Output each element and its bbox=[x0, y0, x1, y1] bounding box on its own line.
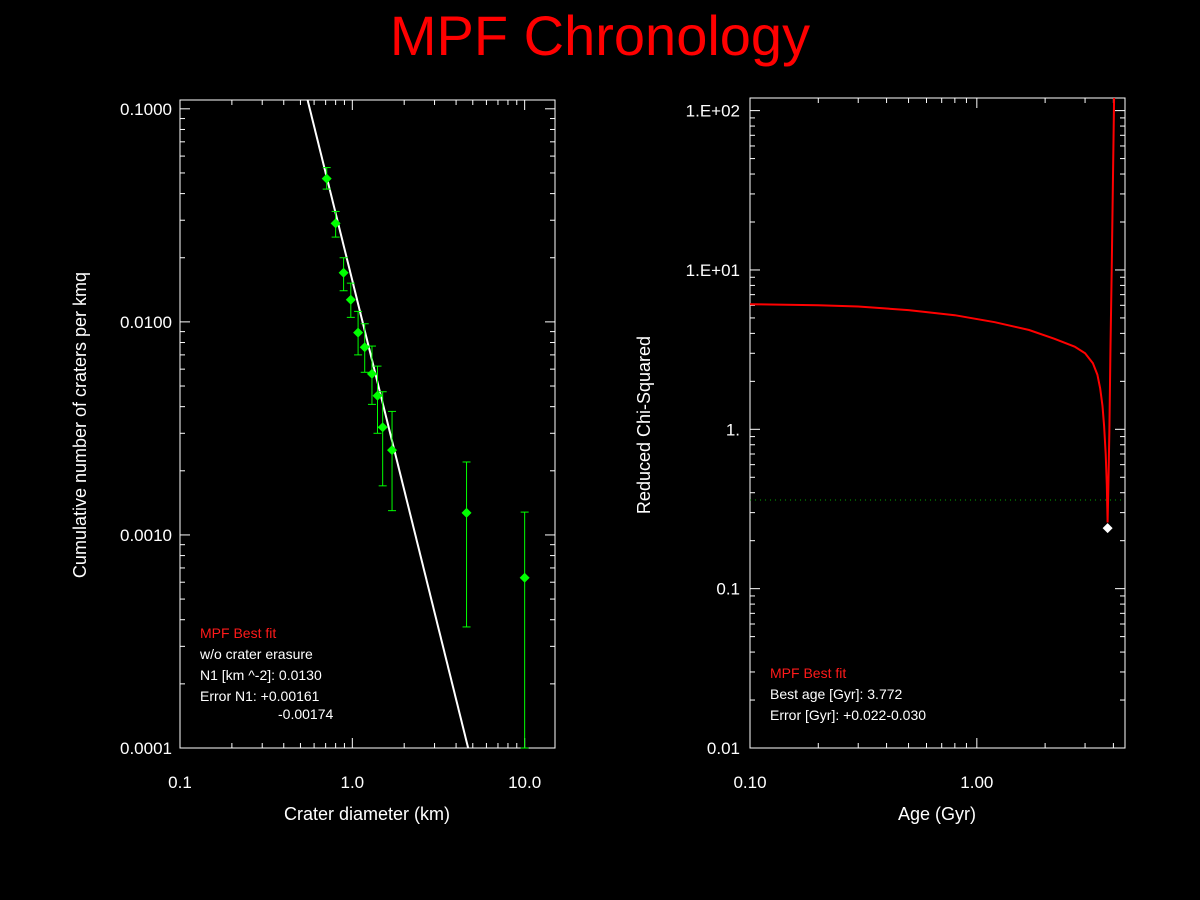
left-x-tick-label: 10.0 bbox=[508, 773, 541, 792]
data-point bbox=[377, 422, 388, 433]
left-legend-line4: -0.00174 bbox=[278, 706, 333, 722]
right-legend-line1: Best age [Gyr]: 3.772 bbox=[770, 686, 903, 702]
data-point bbox=[519, 572, 530, 583]
right-x-axis-title: Age (Gyr) bbox=[898, 804, 976, 824]
right-legend: MPF Best fit Best age [Gyr]: 3.772 Error… bbox=[770, 665, 926, 723]
fit-line bbox=[306, 100, 470, 748]
right-y-tick-label: 1.E+01 bbox=[686, 261, 740, 280]
data-point bbox=[387, 445, 398, 456]
best-fit-marker bbox=[1102, 523, 1113, 534]
left-y-tick-label: 0.0010 bbox=[120, 526, 172, 545]
page-title: MPF Chronology bbox=[389, 4, 811, 67]
right-y-tick-label: 1. bbox=[726, 420, 740, 439]
data-point bbox=[345, 294, 356, 305]
data-point bbox=[359, 342, 370, 353]
right-legend-line2: Error [Gyr]: +0.022-0.030 bbox=[770, 707, 926, 723]
right-legend-heading: MPF Best fit bbox=[770, 665, 846, 681]
data-point bbox=[372, 390, 383, 401]
right-x-tick-label: 0.10 bbox=[733, 773, 766, 792]
data-point bbox=[353, 327, 364, 338]
left-y-tick-label: 0.0001 bbox=[120, 739, 172, 758]
left-legend-line2: N1 [km ^-2]: 0.0130 bbox=[200, 667, 322, 683]
right-y-tick-label: 0.01 bbox=[707, 739, 740, 758]
left-x-tick-label: 1.0 bbox=[341, 773, 365, 792]
data-point bbox=[366, 368, 377, 379]
left-x-axis-title: Crater diameter (km) bbox=[284, 804, 450, 824]
left-x-tick-label: 0.1 bbox=[168, 773, 192, 792]
data-point bbox=[338, 267, 349, 278]
left-legend-heading: MPF Best fit bbox=[200, 625, 276, 641]
left-legend: MPF Best fit w/o crater erasure N1 [km ^… bbox=[199, 625, 333, 722]
data-point bbox=[321, 173, 332, 184]
right-y-tick-label: 0.1 bbox=[716, 580, 740, 599]
data-point bbox=[330, 218, 341, 229]
right-x-tick-label: 1.00 bbox=[960, 773, 993, 792]
left-y-axis-title: Cumulative number of craters per kmq bbox=[70, 272, 90, 578]
right-y-axis-title: Reduced Chi-Squared bbox=[634, 336, 654, 514]
left-y-tick-label: 0.0100 bbox=[120, 313, 172, 332]
right-y-tick-label: 1.E+02 bbox=[686, 102, 740, 121]
chi-squared-curve bbox=[750, 98, 1116, 523]
right-plot-frame bbox=[749, 97, 1126, 749]
left-plot-frame bbox=[179, 99, 556, 749]
left-y-tick-label: 0.1000 bbox=[120, 100, 172, 119]
left-legend-line3: Error N1: +0.00161 bbox=[200, 688, 320, 704]
data-point bbox=[461, 507, 472, 518]
left-legend-line1: w/o crater erasure bbox=[199, 646, 313, 662]
